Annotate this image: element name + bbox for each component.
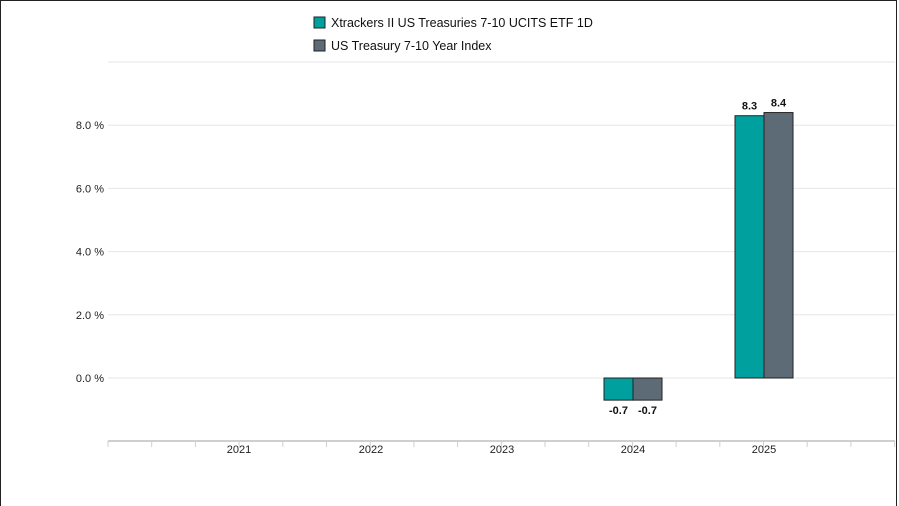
bars	[603, 112, 794, 401]
legend-swatch-index	[313, 39, 326, 52]
legend-label-etf: Xtrackers II US Treasuries 7-10 UCITS ET…	[331, 16, 593, 30]
y-tick-label: 0.0 %	[76, 373, 104, 385]
x-axis	[107, 440, 896, 447]
bar[interactable]	[603, 377, 634, 401]
y-tick-label: 6.0 %	[76, 183, 104, 195]
legend: Xtrackers II US Treasuries 7-10 UCITS ET…	[313, 16, 593, 53]
y-axis-ticks: 0.0 % 2.0 % 4.0 % 6.0 % 8.0 %	[76, 120, 104, 385]
gridlines	[108, 61, 895, 379]
x-tick-label: 2022	[359, 444, 383, 456]
data-label: 8.4	[771, 98, 787, 110]
legend-item-index[interactable]: US Treasury 7-10 Year Index	[313, 39, 492, 53]
data-label: -0.7	[609, 405, 628, 417]
y-tick-label: 4.0 %	[76, 247, 104, 259]
x-tick-label: 2023	[490, 444, 514, 456]
bar[interactable]	[763, 112, 794, 379]
y-tick-label: 2.0 %	[76, 310, 104, 322]
bar[interactable]	[734, 115, 765, 379]
legend-label-index: US Treasury 7-10 Year Index	[331, 39, 492, 53]
legend-item-etf[interactable]: Xtrackers II US Treasuries 7-10 UCITS ET…	[313, 16, 593, 30]
x-axis-ticks: 2021 2022 2023 2024 2025	[227, 444, 776, 456]
bar[interactable]	[632, 377, 663, 401]
x-tick-label: 2021	[227, 444, 251, 456]
data-label: 8.3	[742, 101, 757, 113]
data-labels: -0.7 8.3 -0.7 8.4	[609, 98, 787, 418]
legend-swatch-etf	[313, 16, 326, 29]
data-label: -0.7	[638, 405, 657, 417]
x-tick-label: 2024	[621, 444, 645, 456]
x-tick-label: 2025	[752, 444, 776, 456]
y-tick-label: 8.0 %	[76, 120, 104, 132]
